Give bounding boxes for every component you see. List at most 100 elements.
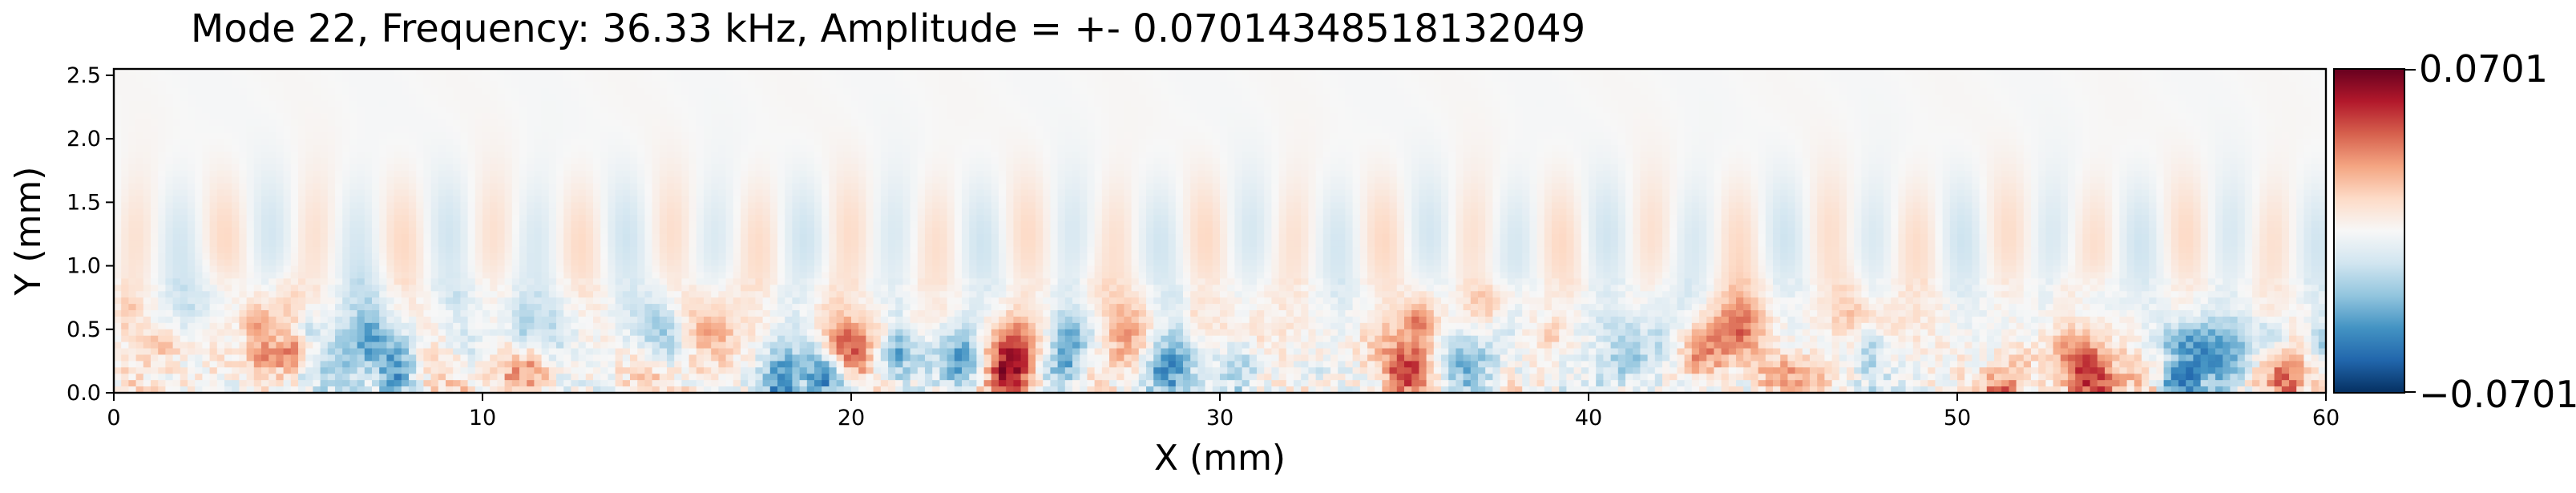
heatmap-cell: [1013, 107, 1022, 115]
heatmap-cell: [1552, 157, 1560, 165]
heatmap-cell: [600, 75, 608, 83]
heatmap-cell: [895, 113, 903, 120]
heatmap-cell: [1831, 119, 1840, 127]
heatmap-cell: [563, 107, 571, 115]
heatmap-cell: [1854, 87, 1862, 95]
heatmap-cell: [305, 100, 313, 108]
heatmap-cell: [733, 170, 741, 178]
heatmap-cell: [1640, 81, 1649, 89]
heatmap-cell: [822, 157, 830, 165]
heatmap-cell: [1249, 75, 1258, 83]
heatmap-cell: [2311, 107, 2320, 115]
heatmap-cell: [1787, 100, 1796, 108]
heatmap-cell: [290, 75, 299, 83]
heatmap-cell: [158, 157, 166, 165]
heatmap-cell: [2023, 94, 2032, 102]
heatmap-cell: [423, 170, 432, 178]
heatmap-cell: [430, 94, 439, 102]
heatmap-cell: [2230, 151, 2239, 159]
heatmap-cell: [438, 126, 446, 133]
heatmap-cell: [1743, 69, 1751, 76]
heatmap-cell: [239, 87, 248, 95]
heatmap-cell: [1404, 157, 1412, 165]
heatmap-cell: [305, 107, 313, 115]
heatmap-cell: [416, 69, 424, 76]
heatmap-cell: [2200, 75, 2209, 83]
heatmap-cell: [379, 139, 387, 146]
heatmap-cell: [1728, 75, 1737, 83]
heatmap-cell: [1359, 170, 1368, 178]
heatmap-cell: [1920, 132, 1928, 139]
heatmap-cell: [1596, 81, 1604, 89]
heatmap-cell: [608, 113, 616, 120]
heatmap-cell: [534, 69, 543, 76]
heatmap-cell: [1352, 75, 1361, 83]
heatmap-cell: [1492, 113, 1501, 120]
heatmap-cell: [999, 145, 1007, 152]
heatmap-cell: [2068, 157, 2076, 165]
heatmap-cell: [1942, 69, 1951, 76]
heatmap-cell: [497, 151, 506, 159]
heatmap-cell: [704, 126, 712, 133]
heatmap-cell: [1633, 157, 1641, 165]
heatmap-cell: [556, 157, 564, 165]
heatmap-cell: [2289, 75, 2297, 83]
heatmap-cell: [969, 69, 977, 76]
heatmap-cell: [2142, 126, 2150, 133]
heatmap-cell: [917, 87, 926, 95]
heatmap-cell: [416, 126, 424, 133]
heatmap-cell: [1197, 157, 1206, 165]
heatmap-cell: [372, 145, 380, 152]
heatmap-cell: [1617, 119, 1626, 127]
heatmap-cell: [1515, 151, 1523, 159]
heatmap-cell: [741, 113, 749, 120]
heatmap-cell: [1912, 119, 1921, 127]
heatmap-cell: [232, 170, 240, 178]
heatmap-cell: [482, 87, 491, 95]
heatmap-cell: [490, 170, 498, 178]
heatmap-cell: [895, 69, 903, 76]
heatmap-cell: [216, 94, 225, 102]
heatmap-cell: [453, 69, 461, 76]
heatmap-cell: [1492, 81, 1501, 89]
heatmap-cell: [216, 139, 225, 146]
heatmap-cell: [386, 119, 395, 127]
heatmap-cell: [622, 145, 631, 152]
heatmap-cell: [578, 145, 587, 152]
heatmap-cell: [1382, 151, 1391, 159]
heatmap-cell: [1552, 132, 1560, 139]
heatmap-cell: [1101, 126, 1110, 133]
heatmap-cell: [711, 126, 719, 133]
heatmap-cell: [1367, 75, 1375, 83]
heatmap-cell: [858, 107, 866, 115]
heatmap-cell: [209, 119, 218, 127]
heatmap-cell: [585, 107, 594, 115]
heatmap-cell: [1057, 81, 1066, 89]
heatmap-cell: [2215, 145, 2223, 152]
heatmap-cell: [1389, 164, 1398, 172]
heatmap-cell: [1522, 94, 1530, 102]
heatmap-cell: [1662, 81, 1670, 89]
heatmap-cell: [276, 100, 285, 108]
heatmap-cell: [534, 81, 543, 89]
heatmap-cell: [2296, 126, 2304, 133]
heatmap-cell: [1197, 107, 1206, 115]
heatmap-cell: [593, 157, 601, 165]
heatmap-cell: [1699, 157, 1707, 165]
heatmap-cell: [1824, 139, 1833, 146]
heatmap-cell: [578, 113, 587, 120]
heatmap-cell: [637, 94, 645, 102]
heatmap-cell: [239, 81, 248, 89]
heatmap-cell: [548, 126, 557, 133]
heatmap-cell: [313, 94, 321, 102]
heatmap-cell: [1485, 100, 1493, 108]
heatmap-cell: [637, 113, 645, 120]
heatmap-cell: [379, 81, 387, 89]
heatmap-cell: [593, 100, 601, 108]
heatmap-cell: [416, 151, 424, 159]
heatmap-cell: [1264, 132, 1272, 139]
heatmap-cell: [2053, 139, 2061, 146]
heatmap-cell: [1080, 81, 1088, 89]
heatmap-cell: [342, 87, 350, 95]
heatmap-cell: [2112, 75, 2120, 83]
